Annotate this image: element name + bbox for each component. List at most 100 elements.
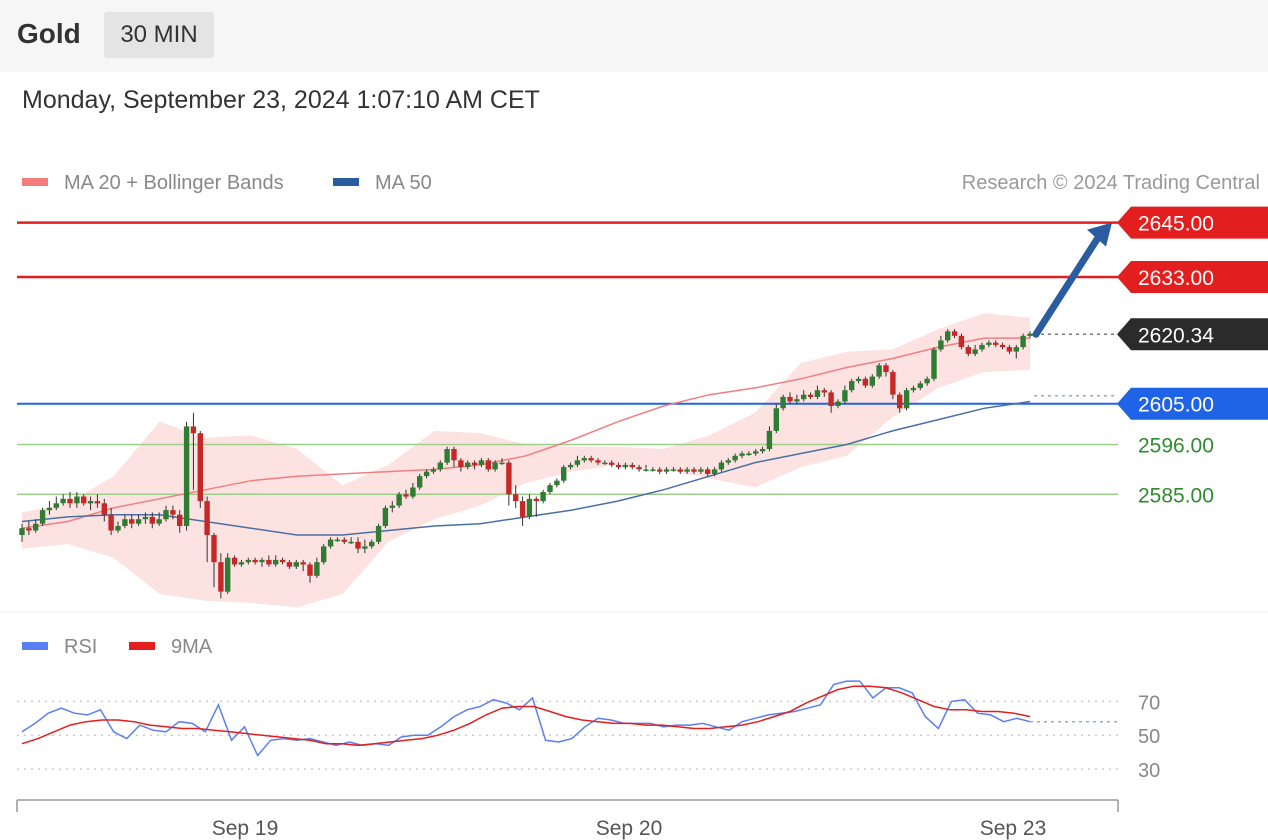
candle-bearish (657, 469, 663, 472)
ma50-line (21, 400, 1031, 536)
candle-bullish (663, 469, 670, 472)
candle-bullish (87, 501, 94, 504)
candle-bearish (965, 347, 971, 354)
candle-bullish (711, 469, 718, 474)
candle-bearish (897, 394, 903, 409)
level-label-last: 2620.34 (1138, 324, 1214, 347)
candle-bearish (190, 426, 197, 434)
rsi-ma-line (21, 685, 1031, 747)
candle-bullish (1027, 333, 1033, 336)
candle-bearish (533, 498, 539, 502)
candle-bullish (561, 467, 567, 481)
candle-bullish (938, 340, 944, 350)
candle-bearish (513, 494, 519, 502)
candle-bearish (588, 458, 594, 461)
candle-bullish (437, 462, 443, 470)
candle-bearish (595, 460, 601, 463)
instrument-title: Gold (17, 18, 81, 49)
candle-bearish (204, 501, 210, 536)
candle-bearish (101, 503, 107, 515)
candle-bearish (485, 460, 491, 470)
candle-bearish (94, 501, 101, 504)
candle-bullish (417, 476, 423, 488)
candle-bullish (74, 496, 80, 504)
candle-bullish (801, 394, 807, 400)
candle-bearish (286, 562, 293, 567)
candle-bullish (540, 492, 546, 502)
candle-bearish (636, 467, 642, 470)
timeframe-button[interactable]: 30 MIN (104, 12, 214, 58)
candle-bearish (81, 496, 87, 504)
candle-bearish (828, 392, 834, 406)
candle-bullish (876, 365, 882, 377)
candle-bullish (444, 449, 450, 463)
candle-bullish (375, 526, 382, 542)
candle-bearish (67, 498, 73, 504)
legend-bollinger-swatch (22, 178, 48, 186)
candle-bullish (972, 349, 978, 354)
candle-bullish (924, 378, 930, 384)
candle-bearish (883, 365, 889, 373)
candle-bullish (1020, 335, 1026, 348)
rsi-tick-label: 50 (1138, 726, 1160, 748)
candle-bullish (410, 487, 416, 497)
candle-bullish (643, 469, 649, 471)
candle-bullish (698, 469, 704, 472)
level-label-resistance: 2645.00 (1138, 213, 1214, 236)
candle-bearish (26, 528, 32, 531)
candle-bearish (211, 535, 217, 563)
candle-bullish (423, 471, 430, 477)
candle-bearish (691, 469, 697, 472)
candle-bearish (300, 562, 306, 565)
legend-rsi-swatch (22, 642, 48, 650)
candle-bearish (519, 501, 526, 517)
candle-bearish (999, 344, 1006, 348)
candle-bearish (129, 519, 135, 524)
candle-bullish (478, 460, 485, 465)
candle-bearish (705, 469, 711, 474)
candle-bearish (890, 372, 896, 395)
candle-bullish (780, 396, 786, 409)
candle-bullish (39, 510, 46, 524)
candle-bearish (677, 469, 683, 472)
candle-bullish (321, 546, 327, 563)
candle-bullish (1013, 347, 1019, 352)
candle-bullish (238, 562, 245, 565)
candle-bullish (465, 462, 471, 468)
legend-ma50-swatch (333, 178, 359, 186)
candle-bullish (142, 516, 149, 520)
candle-bearish (629, 464, 635, 468)
level-label-pivot: 2605.00 (1138, 394, 1214, 417)
candle-bullish (670, 469, 677, 471)
candle-bearish (1006, 347, 1013, 352)
candle-bearish (821, 390, 827, 393)
candle-bearish (149, 516, 155, 524)
candle-bullish (581, 458, 587, 461)
candle-bullish (259, 559, 265, 563)
candle-bearish (403, 494, 409, 497)
candle-bullish (979, 344, 985, 350)
candle-bullish (602, 462, 608, 465)
candle-bearish (471, 462, 478, 465)
candle-bearish (279, 559, 286, 563)
candle-bearish (170, 510, 176, 515)
level-label-support: 2585.00 (1138, 484, 1214, 507)
candle-bullish (759, 449, 766, 452)
legend-rsi-label: RSI (64, 636, 97, 658)
legend-ma50-label: MA 50 (375, 172, 432, 194)
candle-bullish (115, 526, 121, 531)
candle-bullish (53, 503, 59, 508)
candle-bearish (252, 559, 258, 563)
candle-bullish (122, 519, 128, 526)
candle-bullish (273, 559, 279, 565)
candle-bullish (739, 453, 745, 456)
candle-bullish (33, 523, 39, 531)
candle-bearish (609, 462, 615, 465)
candle-bullish (718, 462, 725, 470)
candle-bearish (218, 562, 224, 592)
candle-bearish (993, 342, 999, 345)
candle-bullish (945, 331, 951, 341)
ma20-line (21, 337, 1030, 529)
candle-bullish (389, 505, 395, 508)
